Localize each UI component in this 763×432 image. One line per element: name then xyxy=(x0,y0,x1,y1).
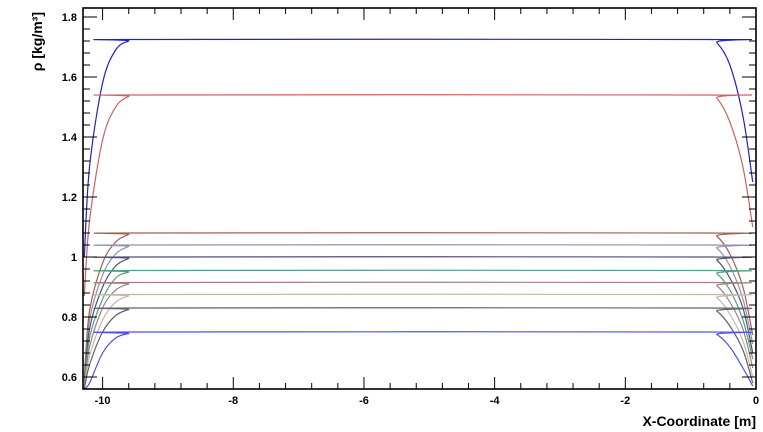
y-tick-label: 1.8 xyxy=(62,12,77,24)
y-axis-title: ρ [kg/m³] xyxy=(29,12,45,71)
x-tick-label: -6 xyxy=(359,395,369,407)
y-tick-label: 1.2 xyxy=(62,192,77,204)
ticks-layer: -10 -8 -6 -4 -2 0 0.6 0.8 1 1.2 1.4 1.6 1.8 xyxy=(62,8,759,407)
x-tick-label: -10 xyxy=(95,395,111,407)
x-tick-label: -8 xyxy=(228,395,238,407)
plot-frame xyxy=(82,7,757,390)
y-tick-label: 1 xyxy=(71,252,77,264)
y-tick-label: 1.6 xyxy=(62,72,77,84)
series-layer xyxy=(83,38,754,389)
series-line-7 xyxy=(83,281,754,389)
x-tick-label: 0 xyxy=(753,395,759,407)
series-line-4 xyxy=(83,244,754,384)
series-line-3 xyxy=(83,232,754,378)
series-line-5 xyxy=(83,256,754,387)
series-line-6 xyxy=(83,269,754,389)
series-line-8 xyxy=(83,293,754,389)
x-axis-title: X-Coordinate [m] xyxy=(642,413,756,429)
x-tick-label: -4 xyxy=(490,395,501,407)
y-tick-label: 0.6 xyxy=(62,372,77,384)
series-line-9 xyxy=(83,307,754,389)
series-line-10 xyxy=(83,331,754,389)
series-line-1 xyxy=(83,38,754,258)
series-line-2 xyxy=(83,94,754,297)
x-tick-label: -2 xyxy=(620,395,630,407)
y-tick-label: 1.4 xyxy=(62,132,78,144)
y-tick-label: 0.8 xyxy=(62,312,77,324)
